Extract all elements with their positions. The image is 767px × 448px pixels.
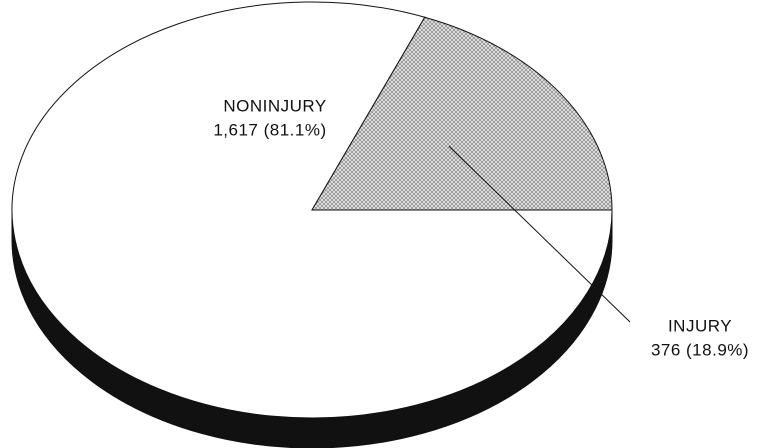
leader-line [448, 145, 631, 323]
slice-label: NONINJURY [223, 96, 326, 115]
pie-slice [11, 1, 613, 419]
slice-value-label: 376 (18.9%) [651, 340, 749, 359]
slice-value-label: 1,617 (81.1%) [213, 120, 326, 139]
pie-slice [311, 16, 613, 211]
slice-label: INJURY [668, 316, 732, 335]
